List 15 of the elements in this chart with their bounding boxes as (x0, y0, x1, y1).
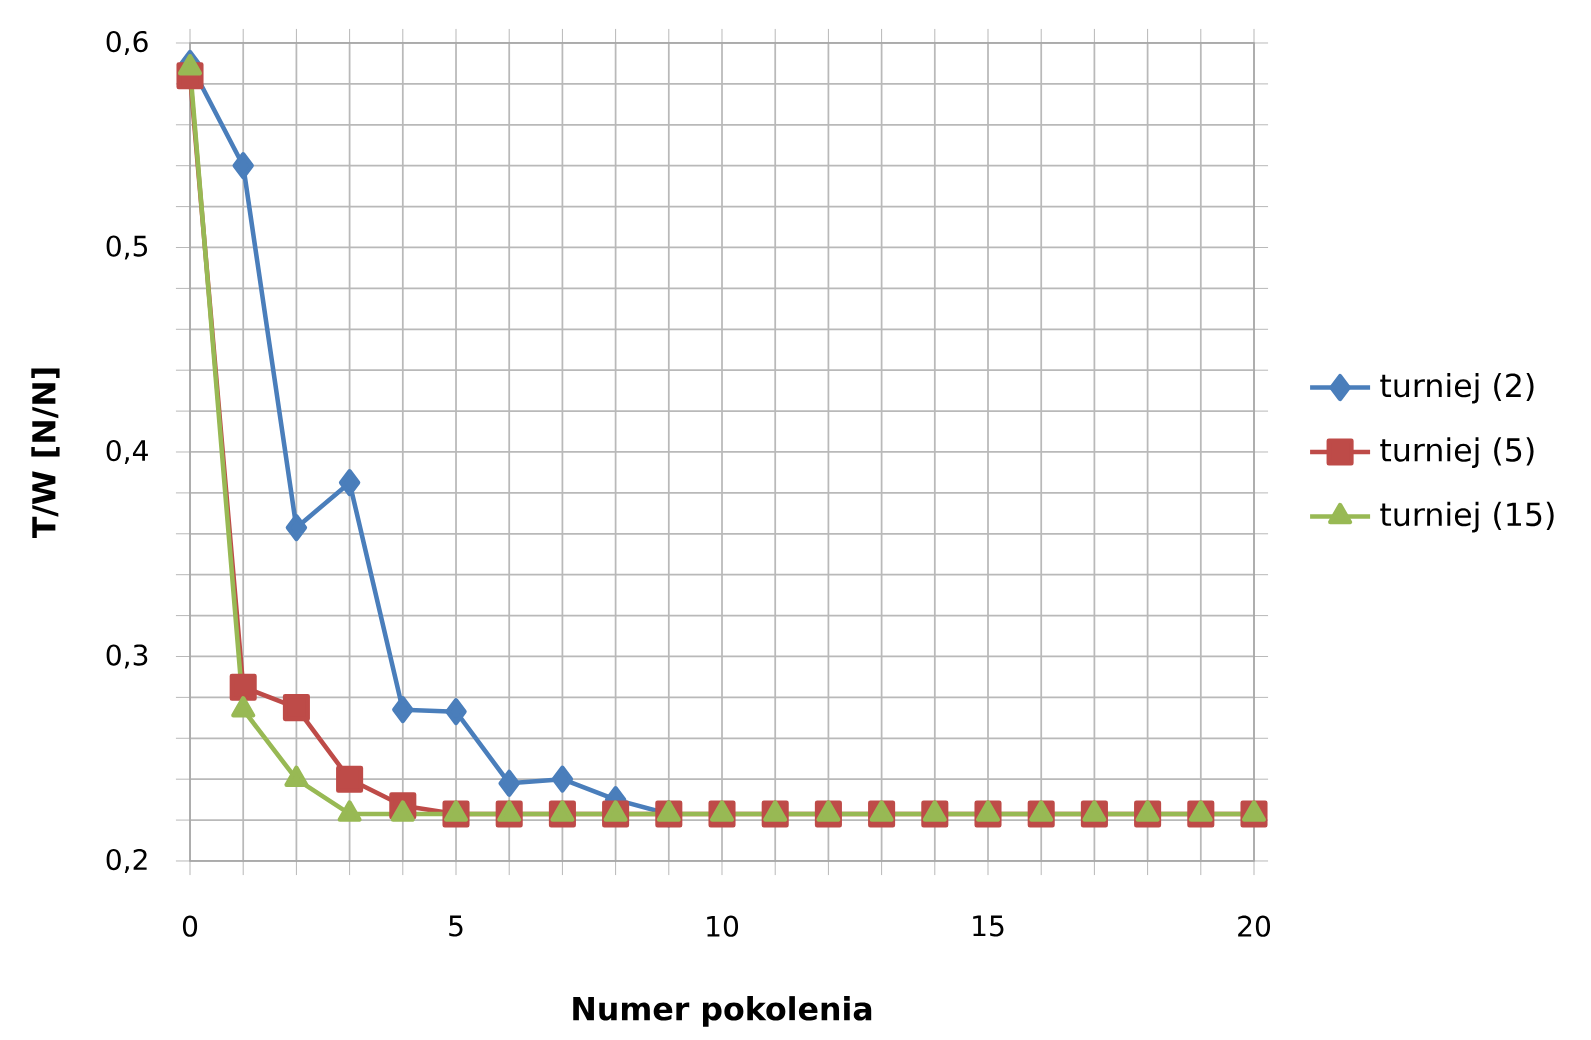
y-tick-label: 0,3 (106, 644, 148, 669)
y-tick-label: 0,5 (106, 235, 148, 260)
x-tick-label: 15 (973, 915, 1004, 937)
legend-label: turniej (2) (1380, 372, 1534, 404)
y-tick-label: 0,4 (106, 439, 148, 465)
y-axis-title: T/W [N/N] (31, 368, 60, 539)
x-tick-label: 20 (1238, 915, 1271, 937)
legend-label: turniej (15) (1380, 501, 1554, 533)
legend-label: turniej (5) (1380, 437, 1534, 468)
x-tick-label: 10 (707, 915, 739, 937)
x-tick-label: 0 (182, 915, 198, 937)
y-tick-label: 0,2 (106, 848, 147, 874)
x-axis-title: Numer pokolenia (573, 996, 872, 1027)
x-tick-label: 5 (449, 915, 463, 937)
y-tick-label: 0,6 (106, 30, 148, 56)
